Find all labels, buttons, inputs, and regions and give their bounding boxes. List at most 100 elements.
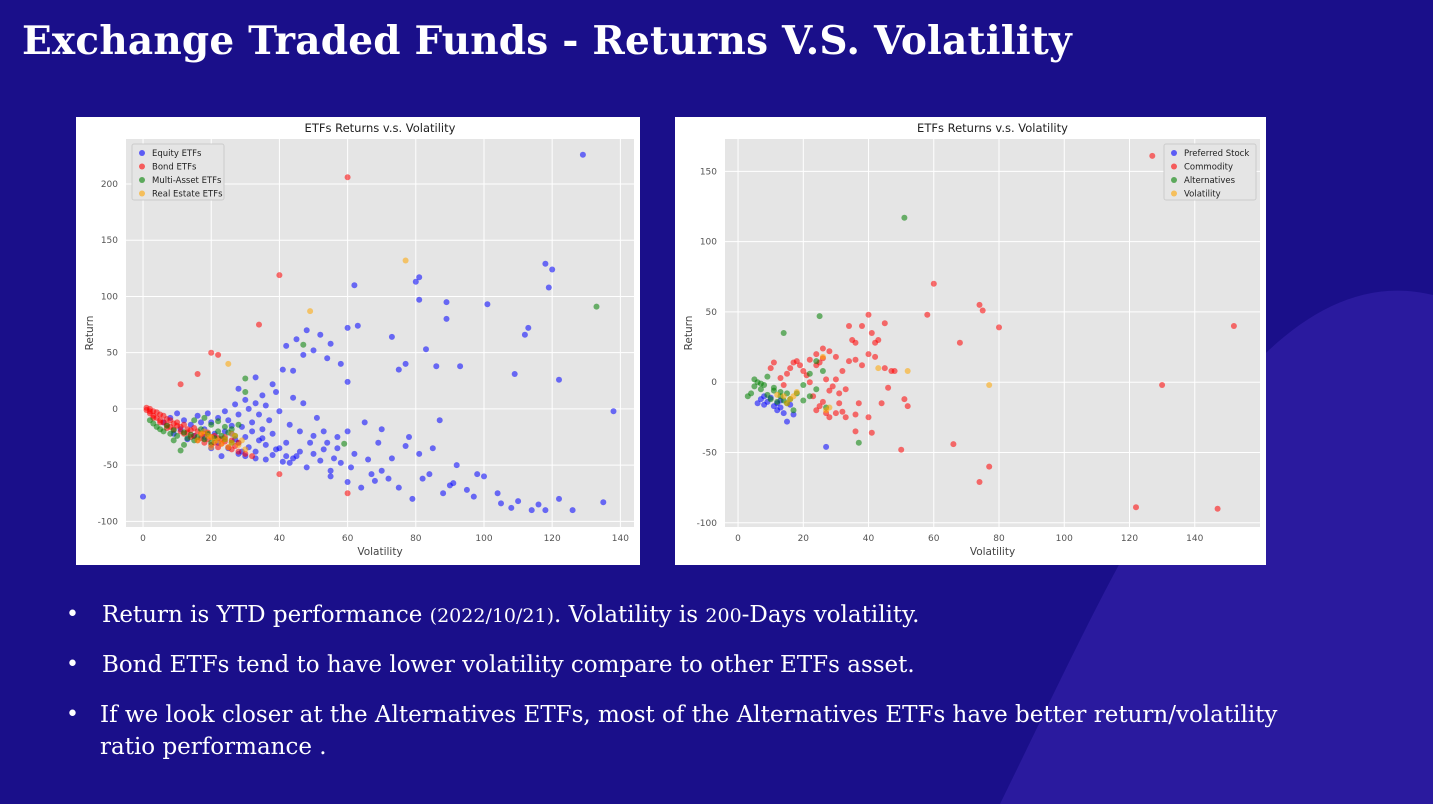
data-point [429,445,436,452]
data-point [177,381,184,388]
data-point [610,408,617,415]
data-point [419,475,426,482]
legend-box [131,143,225,201]
scatter-chart-specialty: 0 20 40 60 80 100 120 140 -100 -50 0 50 100 150 ETFs R… [675,117,1266,565]
data-point [457,363,464,370]
data-point [283,439,290,446]
data-point [181,417,187,424]
data-point [276,272,283,279]
data-point [256,411,262,418]
y-tick-label: -100 [697,519,718,529]
data-point [300,400,307,407]
data-point [416,296,423,303]
data-point [875,337,882,343]
data-point [780,410,787,417]
data-point [279,366,286,373]
data-point [221,408,228,415]
data-point [494,490,501,497]
data-point [290,394,297,401]
data-point [388,455,395,462]
data-point [542,260,549,267]
data-point [443,299,450,306]
data-point [904,368,911,374]
data-point [191,417,198,424]
legend-marker [1171,177,1177,183]
y-tick-label: 50 [706,308,718,318]
y-tick-label: 100 [700,238,717,248]
data-point [174,432,181,439]
x-tick-label: 20 [206,534,218,544]
y-axis-label: Return [84,316,96,351]
data-point [273,446,279,453]
data-point [242,389,249,395]
data-point [324,439,331,446]
data-point [157,419,164,426]
chart-title: ETFs Returns v.s. Volatility [917,121,1068,135]
data-point [344,324,351,331]
data-point [327,467,334,474]
data-point [826,387,833,394]
data-point [800,397,807,404]
data-point [283,453,290,460]
data-point [269,381,276,388]
data-point [249,428,256,435]
data-point [358,484,365,491]
data-point [228,430,235,437]
data-point [276,408,283,415]
data-point [806,393,813,400]
data-point [976,479,983,485]
data-point [296,428,303,435]
plot-area [725,139,1260,527]
data-point [515,498,522,505]
data-point [351,282,358,289]
data-point [819,368,826,374]
y-tick-label: 50 [107,349,119,359]
data-point [402,360,409,367]
data-point [846,358,852,365]
data-point [262,456,269,463]
data-point [266,417,273,424]
y-tick-label: 150 [101,236,118,246]
data-point [327,340,334,347]
data-point [852,356,859,363]
data-point [511,371,518,377]
x-tick-label: 100 [1056,534,1073,544]
x-tick-label: 140 [1186,534,1203,544]
data-point [320,446,327,453]
data-point [757,386,764,393]
data-point [344,428,351,435]
data-point [153,409,160,416]
data-point [579,151,586,158]
data-point [327,473,334,480]
data-point [878,400,885,407]
data-point [194,412,201,419]
legend-marker [139,150,145,156]
data-point [416,450,423,457]
chart-right-svg: 0 20 40 60 80 100 120 140 -100 -50 0 50 100 150 ETFs R… [683,121,1260,558]
legend-box [1163,143,1257,201]
data-point [194,437,201,444]
data-point [238,437,245,444]
data-point [208,349,215,356]
data-point [748,390,755,397]
data-point [293,336,300,343]
data-point [354,322,361,329]
data-point [777,404,784,411]
data-point [341,440,348,447]
data-point [252,374,259,381]
data-point [784,370,790,377]
data-point [242,446,249,453]
y-tick-label: -50 [103,461,118,471]
x-tick-label: 80 [410,534,422,544]
data-point [218,453,225,460]
legend-label: Multi-Asset ETFs [152,176,222,186]
plot-area [126,139,634,527]
data-point [228,426,235,433]
legend-label: Alternatives [1184,176,1236,186]
data-point [252,400,259,407]
data-point [463,486,470,493]
data-point [423,346,429,353]
data-point [901,214,908,221]
data-point [774,391,781,398]
data-point [344,174,351,181]
